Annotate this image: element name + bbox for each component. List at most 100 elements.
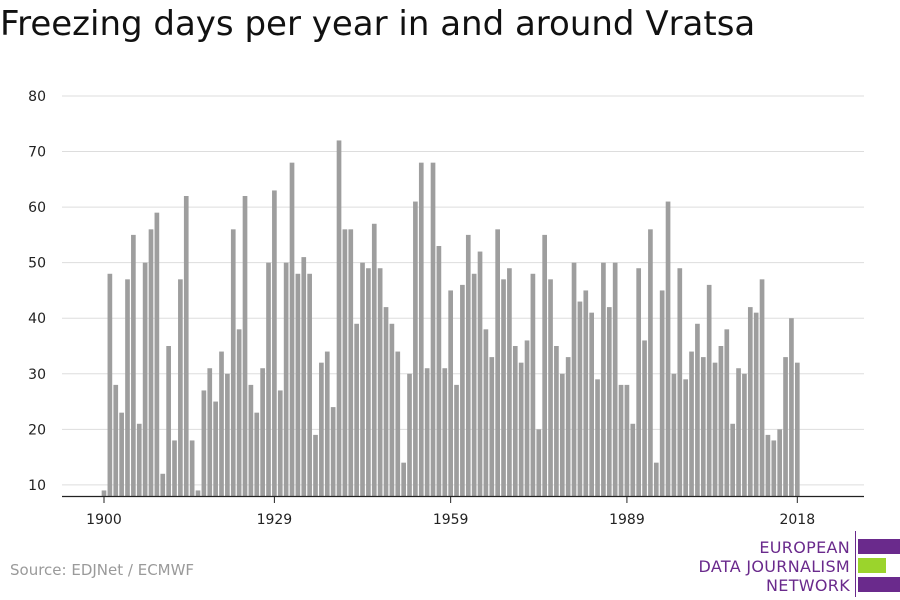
bar-2003 (706, 284, 712, 496)
bar-1992 (642, 340, 647, 496)
bar-1937 (319, 362, 324, 496)
bar-1993 (648, 229, 653, 497)
bar-1920 (219, 351, 224, 496)
bar-1997 (671, 373, 677, 496)
bar-1909 (154, 212, 160, 496)
bar-1990 (630, 423, 636, 496)
bar-2005 (718, 346, 724, 496)
y-tick-label: 30 (28, 367, 46, 383)
bar-1988 (618, 384, 624, 496)
bar-1953 (413, 201, 418, 497)
y-tick-label: 70 (28, 145, 46, 161)
bar-1995 (659, 290, 665, 496)
logo-text-european: EUROPEAN (759, 538, 850, 557)
bar-2000 (689, 351, 694, 496)
bar-1943 (354, 323, 359, 496)
bar-1985 (601, 262, 606, 496)
bar-1901 (107, 273, 113, 496)
bar-1972 (524, 340, 530, 496)
bar-1957 (436, 246, 442, 496)
bar-1956 (430, 162, 436, 496)
bar-1954 (418, 162, 424, 496)
x-tick-label: 2018 (779, 512, 815, 528)
bar-1982 (583, 290, 589, 496)
bar-1932 (289, 162, 295, 496)
bar-1947 (377, 268, 383, 496)
bar-1934 (301, 257, 307, 496)
bar-1984 (595, 379, 600, 496)
bar-1949 (389, 323, 395, 496)
logo-divider (855, 531, 856, 597)
bar-1955 (424, 368, 430, 496)
bar-1975 (542, 234, 547, 496)
bar-1977 (554, 346, 559, 496)
x-tick-label: 1959 (433, 512, 469, 528)
bar-1952 (407, 373, 412, 496)
bar-1924 (242, 196, 248, 496)
bar-2008 (736, 368, 741, 496)
bar-1986 (606, 307, 612, 496)
chart-title: Freezing days per year in and around Vra… (0, 4, 756, 44)
bar-1965 (483, 329, 489, 496)
bar-2018 (794, 362, 800, 496)
bar-2012 (759, 279, 765, 496)
bar-1991 (636, 268, 642, 496)
bar-2001 (695, 323, 700, 496)
bar-1950 (395, 351, 401, 496)
bar-1914 (183, 196, 189, 496)
bar-1931 (283, 262, 289, 496)
axes: 10 20 30 40 50 60 70 80 1900 1929 1959 1989 2018 (28, 89, 864, 528)
bar-1963 (471, 273, 477, 496)
bar-1904 (125, 279, 130, 496)
bar-1976 (548, 279, 553, 496)
bar-1916 (195, 490, 201, 496)
source-note: Source: EDJNet / ECMWF (10, 561, 195, 579)
bar-1923 (236, 329, 242, 496)
logo-bar-purple-bottom (858, 577, 900, 592)
bar-1918 (207, 368, 213, 496)
bar-1989 (624, 384, 630, 496)
bar-1936 (313, 434, 318, 496)
logo-text-network: NETWORK (766, 576, 850, 595)
bar-1902 (113, 384, 119, 496)
bar-2006 (724, 329, 730, 496)
bar-1970 (512, 346, 518, 496)
bar-2013 (765, 434, 771, 496)
bar-1915 (189, 440, 195, 496)
bar-1969 (507, 268, 512, 496)
bar-2017 (789, 318, 794, 496)
bar-1964 (477, 251, 483, 496)
bar-1929 (272, 190, 277, 496)
bar-1942 (348, 229, 354, 497)
y-tick-label: 40 (28, 311, 46, 327)
bar-1996 (665, 201, 671, 497)
bar-1939 (330, 407, 336, 496)
bar-1926 (254, 412, 260, 496)
bar-1917 (201, 390, 207, 496)
bar-1962 (465, 234, 471, 496)
y-tick-label: 10 (28, 478, 46, 494)
bar-1948 (383, 307, 389, 496)
bar-2011 (753, 312, 759, 496)
bar-1946 (371, 223, 377, 496)
bar-1959 (448, 290, 453, 496)
y-tick-label: 80 (28, 89, 46, 105)
bar-1912 (172, 440, 177, 496)
y-tick-label: 20 (28, 422, 46, 438)
bar-1979 (565, 357, 571, 496)
bar-1911 (166, 346, 171, 496)
logo-text-data-journalism: DATA JOURNALISM (698, 557, 850, 576)
bar-1960 (454, 384, 459, 496)
bar-1940 (336, 140, 342, 496)
y-tick-label: 60 (28, 200, 46, 216)
bar-2007 (730, 423, 736, 496)
bar-1998 (677, 268, 683, 496)
bar-1945 (366, 268, 371, 496)
bar-1994 (653, 462, 659, 496)
bar-1906 (136, 423, 142, 496)
bar-1961 (460, 284, 465, 496)
bar-1933 (295, 273, 301, 496)
bar-1958 (442, 368, 448, 496)
bar-1919 (213, 401, 218, 496)
bar-1913 (178, 279, 183, 496)
